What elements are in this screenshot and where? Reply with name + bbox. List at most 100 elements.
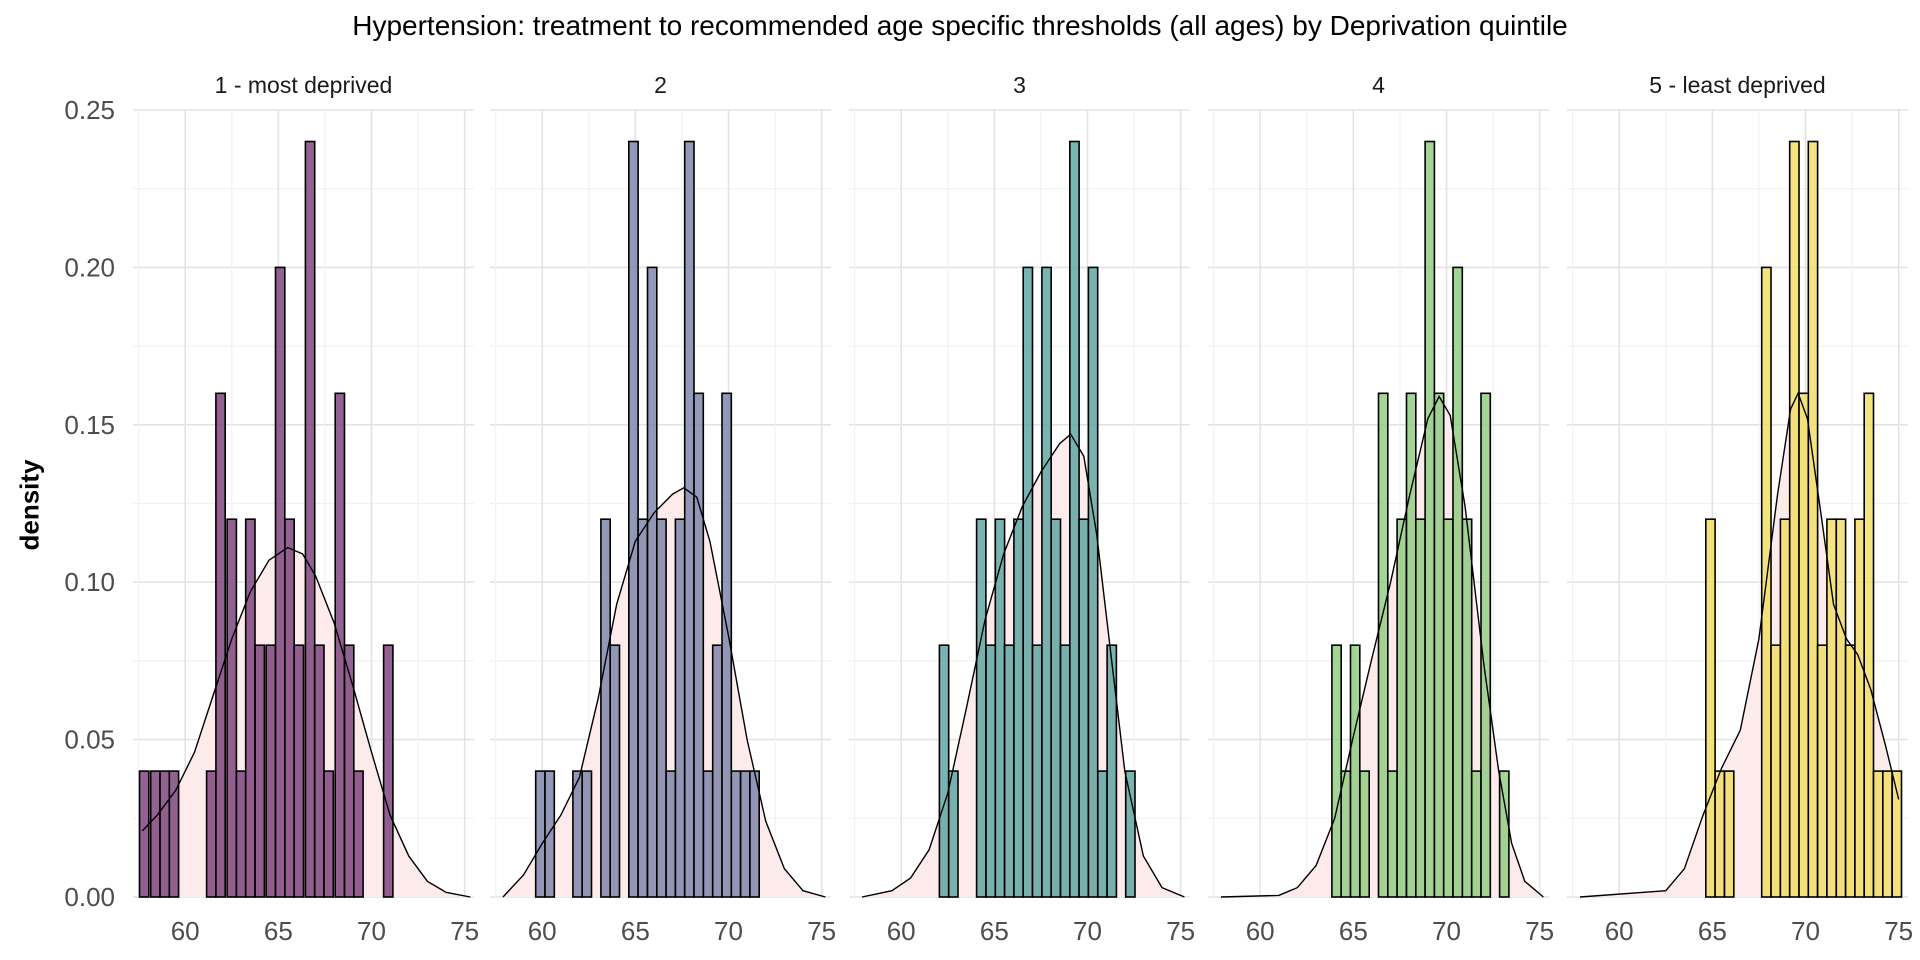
- x-tick-label: 60: [887, 916, 916, 946]
- histogram-bar: [1424, 140, 1436, 898]
- histogram-bar: [600, 518, 612, 898]
- x-tick-label: 75: [1884, 916, 1913, 946]
- histogram-bar: [138, 770, 150, 898]
- histogram-bar: [711, 644, 723, 898]
- histogram-bar: [1863, 392, 1875, 898]
- histogram-bar: [1097, 770, 1108, 898]
- histogram-bar: [1498, 770, 1510, 898]
- density-curve: [1579, 391, 1900, 898]
- histogram-bar: [1723, 770, 1735, 898]
- histogram-bar: [1022, 266, 1034, 898]
- density-curve: [141, 546, 471, 898]
- histogram-bar: [215, 392, 226, 898]
- density-curve: [861, 433, 1185, 898]
- histogram-bar: [739, 770, 751, 898]
- histogram-bar: [1705, 518, 1716, 898]
- histogram-bar: [1433, 392, 1445, 898]
- chart-title: Hypertension: treatment to recommended a…: [352, 10, 1568, 41]
- histogram-bar: [1835, 518, 1847, 898]
- histogram-bar: [1069, 140, 1080, 898]
- histogram-bar: [572, 770, 584, 898]
- x-tick-label: 70: [357, 916, 386, 946]
- histogram-bar: [1470, 770, 1482, 898]
- histogram-bar: [1872, 770, 1884, 898]
- histogram-bar: [159, 770, 171, 898]
- histogram-bar: [1349, 644, 1361, 898]
- histogram-bar: [1779, 518, 1791, 898]
- histogram-bar: [205, 770, 217, 898]
- histogram-bar: [1461, 518, 1473, 898]
- density-curve: [502, 486, 826, 898]
- facet-label: 5 - least deprived: [1649, 72, 1825, 98]
- x-tick-label: 65: [1698, 916, 1727, 946]
- histogram-bar: [1387, 770, 1398, 898]
- histogram-bar: [1396, 518, 1408, 898]
- histogram-bar: [994, 518, 1006, 898]
- y-tick-label: 0.20: [64, 252, 115, 282]
- histogram-bar: [655, 518, 667, 898]
- histogram-bar: [1882, 770, 1893, 898]
- histogram-bar: [1854, 518, 1866, 898]
- histogram-bar: [1124, 770, 1136, 898]
- x-tick-label: 75: [1525, 916, 1554, 946]
- histogram-bar: [226, 518, 238, 898]
- histogram-bar: [1415, 518, 1426, 898]
- facet-label: 3: [1013, 72, 1026, 98]
- histogram-bar: [985, 644, 997, 898]
- histogram-bar: [1480, 392, 1492, 898]
- x-tick-label: 65: [264, 916, 293, 946]
- histogram-bar: [244, 518, 256, 898]
- x-tick-label: 70: [714, 916, 743, 946]
- facet-label: 2: [654, 72, 667, 98]
- x-tick-label: 65: [1339, 916, 1368, 946]
- histogram-bar: [534, 770, 546, 898]
- x-tick-label: 60: [171, 916, 200, 946]
- histogram-bar: [284, 518, 295, 898]
- x-tick-label: 75: [807, 916, 836, 946]
- histogram-bar: [609, 644, 621, 898]
- histogram-bar: [149, 770, 161, 898]
- x-tick-label: 70: [1073, 916, 1102, 946]
- histogram-bar: [627, 140, 639, 898]
- histogram-bar: [1807, 140, 1819, 898]
- histogram-bar: [1770, 644, 1782, 898]
- histogram-bar: [693, 392, 705, 898]
- histogram-bar: [1891, 770, 1903, 898]
- histogram-bar: [947, 770, 959, 898]
- histogram-bar: [1013, 518, 1025, 898]
- histogram-bar: [1798, 392, 1810, 898]
- histogram-bar: [683, 140, 695, 898]
- histogram-bar: [646, 266, 658, 898]
- histogram-bar: [938, 644, 950, 898]
- histogram-bar: [730, 770, 742, 898]
- facet-label: 1 - most deprived: [215, 72, 393, 98]
- histogram-bar: [1078, 518, 1090, 898]
- histogram-bar: [1106, 644, 1118, 898]
- density-curve: [1220, 395, 1544, 898]
- histogram-bar: [665, 770, 677, 898]
- x-tick-label: 60: [528, 916, 557, 946]
- histogram-bar: [581, 770, 593, 898]
- histogram-bar: [293, 644, 305, 898]
- x-tick-label: 60: [1605, 916, 1634, 946]
- histogram-bar: [1340, 770, 1352, 898]
- histogram-bar: [1041, 266, 1053, 898]
- x-tick-label: 65: [980, 916, 1009, 946]
- y-tick-label: 0.00: [64, 882, 115, 912]
- x-tick-label: 70: [1432, 916, 1461, 946]
- histogram-bar: [168, 770, 180, 898]
- histogram-bar: [1050, 518, 1062, 898]
- histogram-bar: [721, 392, 733, 898]
- histogram-bar: [304, 140, 316, 898]
- facet-label: 4: [1372, 72, 1385, 98]
- x-tick-label: 75: [450, 916, 479, 946]
- histogram-bar: [274, 266, 286, 898]
- y-tick-label: 0.10: [64, 567, 115, 597]
- histogram-bar: [254, 644, 266, 898]
- histogram-bar: [1816, 644, 1828, 898]
- histogram-bar: [1442, 518, 1454, 898]
- histogram-bar: [1003, 644, 1015, 898]
- histogram-bar: [334, 392, 346, 898]
- histogram-bar: [323, 770, 335, 898]
